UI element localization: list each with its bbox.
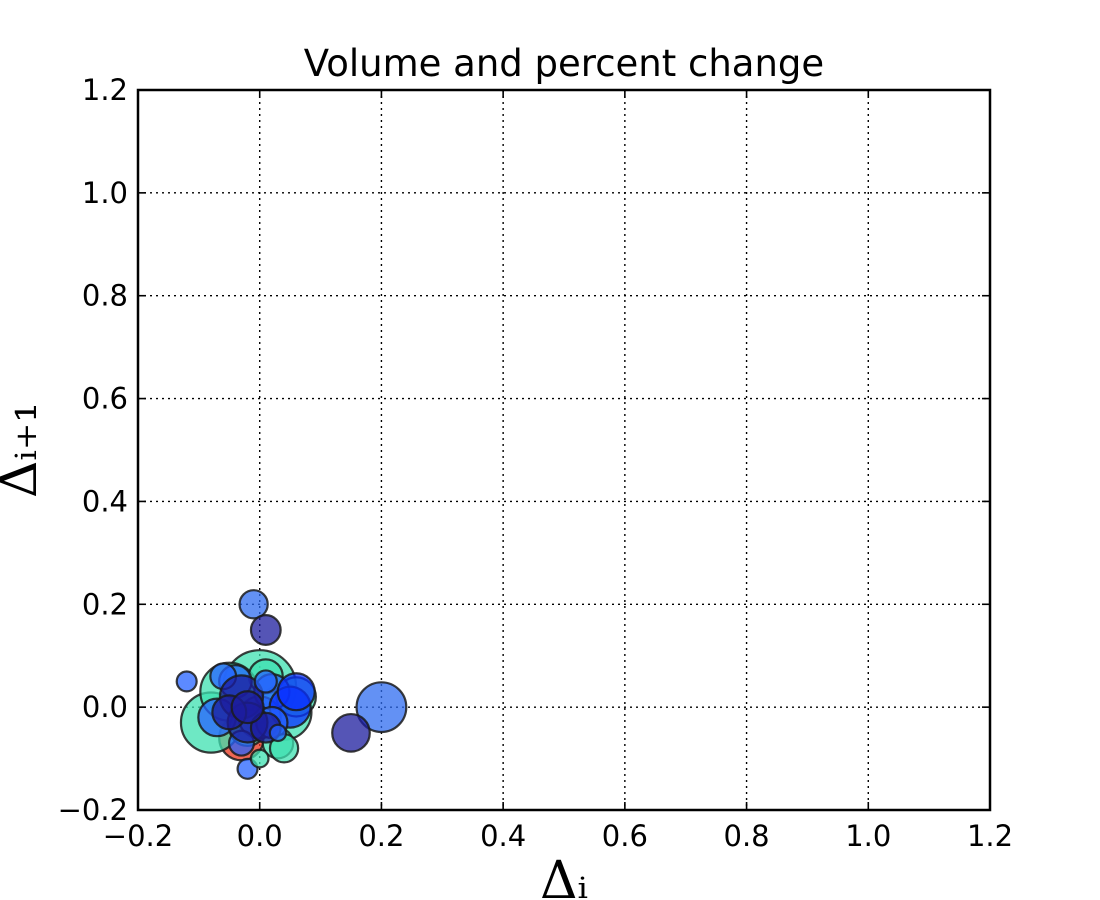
axis-ticks <box>137 89 991 811</box>
scatter-point <box>331 712 371 753</box>
y-tick-label: 1.2 <box>82 73 128 107</box>
y-tick-label: −0.2 <box>58 793 128 827</box>
y-tick-label: 1.0 <box>82 176 128 210</box>
grid-lines <box>138 90 990 810</box>
y-tick-label: 0.8 <box>82 279 128 313</box>
scatter-point <box>230 690 265 725</box>
y-axis-label: Δᵢ₊₁ <box>0 402 49 498</box>
x-tick-label: 1.2 <box>967 819 1013 853</box>
y-tick-label: 0.4 <box>82 484 128 518</box>
y-tick-label: 0.2 <box>82 587 128 621</box>
scatter-point <box>276 672 316 712</box>
scatter-point <box>355 681 408 734</box>
y-tick-label: 0.0 <box>82 690 128 724</box>
y-tick-label: 0.6 <box>82 382 128 416</box>
scatter-point <box>253 669 278 694</box>
chart-title: Volume and percent change <box>304 42 824 85</box>
data-points <box>175 589 408 780</box>
x-tick-label: 0.0 <box>237 819 283 853</box>
plot-frame <box>136 88 992 812</box>
scatter-point <box>175 670 198 693</box>
x-tick-label: 0.4 <box>480 819 526 853</box>
scatter-point <box>249 614 282 646</box>
x-tick-label: 0.8 <box>724 819 770 853</box>
scatter-point <box>249 748 270 769</box>
scatter-point <box>268 723 288 743</box>
x-tick-label: 0.6 <box>602 819 648 853</box>
x-tick-labels: −0.2 0.0 0.2 0.4 0.6 0.8 1.0 1.2 <box>103 819 1013 853</box>
x-tick-label: −0.2 <box>103 819 173 853</box>
x-tick-label: 1.0 <box>845 819 891 853</box>
scatter-point <box>238 589 269 620</box>
y-tick-labels: −0.2 0.0 0.2 0.4 0.6 0.8 1.0 1.2 <box>58 73 128 827</box>
x-axis-label: Δᵢ <box>540 851 588 900</box>
x-tick-label: 0.2 <box>358 819 404 853</box>
